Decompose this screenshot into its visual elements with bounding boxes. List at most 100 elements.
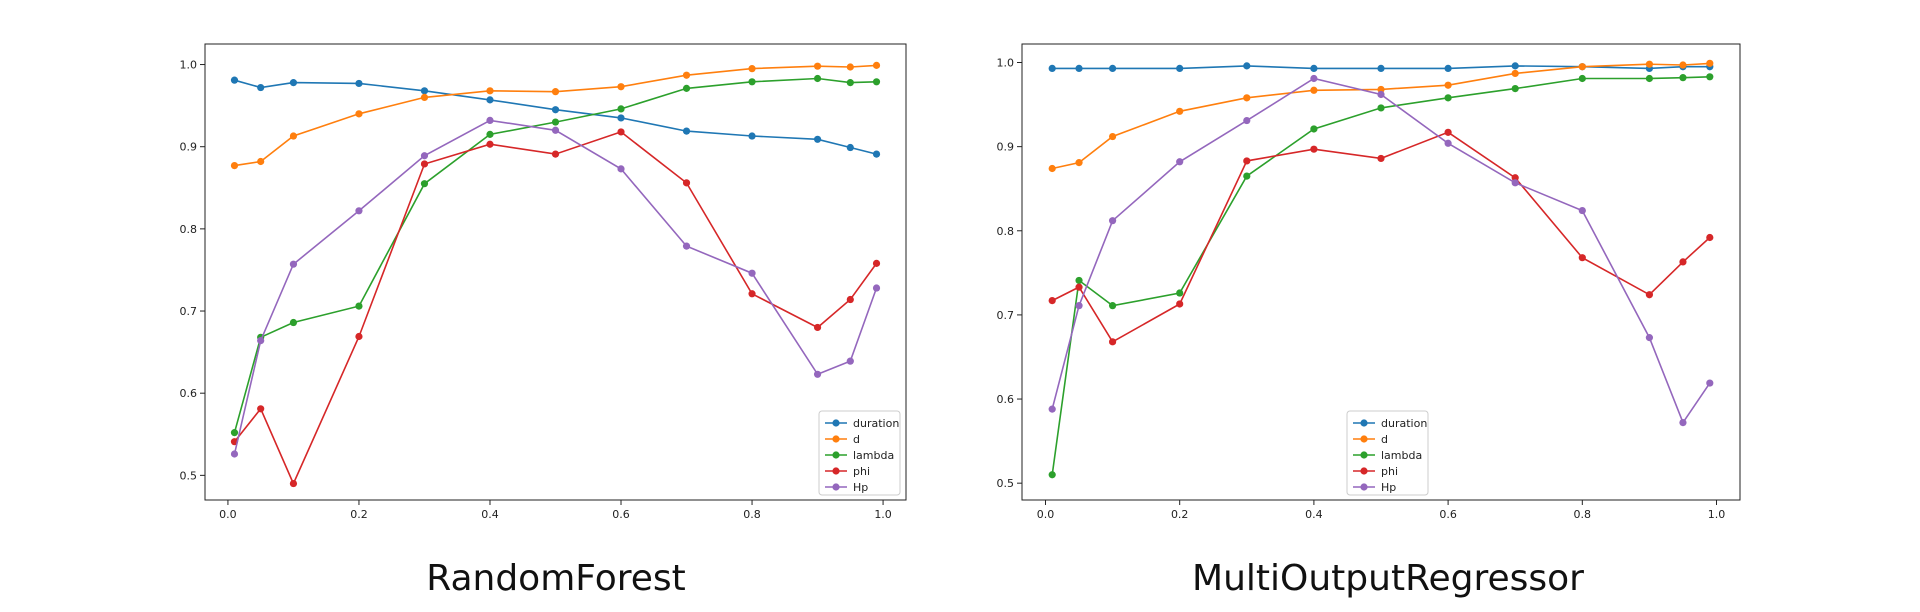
- legend-marker-d: [832, 435, 840, 443]
- x-tick-label: 1.0: [874, 508, 892, 521]
- data-point-Hp: [813, 370, 822, 378]
- legend-label-lambda: lambda: [853, 449, 894, 462]
- data-point-phi: [617, 128, 625, 136]
- data-point-phi: [1511, 174, 1519, 182]
- data-point-Hp: [230, 450, 239, 458]
- data-point-lambda: [617, 105, 625, 113]
- data-point-phi: [872, 259, 881, 267]
- legend-marker-duration: [1360, 419, 1368, 427]
- data-point-phi: [1645, 291, 1654, 299]
- data-point-d: [1108, 132, 1117, 141]
- data-point-phi: [1243, 157, 1251, 165]
- data-point-phi: [1444, 128, 1452, 136]
- data-point-lambda: [420, 180, 429, 188]
- data-point-d: [355, 110, 363, 118]
- data-point-phi: [1310, 145, 1318, 153]
- data-point-d: [748, 65, 756, 73]
- data-point-d: [1176, 107, 1184, 115]
- data-point-phi: [748, 290, 756, 298]
- data-point-duration: [813, 135, 822, 143]
- data-point-d: [1679, 61, 1687, 69]
- data-point-duration: [846, 143, 854, 152]
- data-point-d: [230, 162, 239, 170]
- data-point-Hp: [486, 116, 494, 125]
- data-point-Hp: [1444, 139, 1452, 147]
- data-point-duration: [1511, 62, 1519, 70]
- legend-label-Hp: Hp: [1381, 481, 1396, 494]
- data-point-lambda: [1578, 74, 1586, 83]
- data-point-lambda: [230, 429, 239, 437]
- y-tick-label: 0.8: [180, 223, 198, 236]
- data-point-d: [1048, 164, 1056, 173]
- x-tick-label: 0.8: [1574, 508, 1592, 521]
- data-point-lambda: [486, 130, 494, 138]
- data-point-Hp: [289, 260, 298, 268]
- legend-box: [818, 410, 901, 496]
- data-point-lambda: [1679, 74, 1687, 82]
- y-tick-label: 0.7: [180, 305, 198, 318]
- legend-box: [1346, 410, 1429, 496]
- x-tick-label: 0.2: [350, 508, 368, 521]
- data-point-lambda: [1310, 125, 1318, 133]
- x-tick-label: 0.2: [1171, 508, 1189, 521]
- legend-label-duration: duration: [1381, 417, 1427, 430]
- data-point-phi: [1075, 283, 1083, 291]
- data-point-Hp: [257, 337, 265, 345]
- data-point-d: [1243, 94, 1251, 102]
- data-point-d: [551, 88, 560, 96]
- data-point-phi: [1377, 154, 1385, 163]
- data-point-d: [813, 62, 822, 70]
- x-tick-label: 0.6: [612, 508, 630, 521]
- data-point-d: [872, 61, 881, 69]
- data-point-Hp: [1578, 206, 1586, 215]
- legend-label-phi: phi: [1381, 465, 1398, 478]
- data-point-phi: [420, 160, 429, 168]
- legend-label-Hp: Hp: [853, 481, 868, 494]
- data-point-d: [420, 93, 429, 102]
- data-point-d: [486, 87, 494, 95]
- data-point-phi: [1108, 338, 1117, 346]
- data-point-duration: [230, 76, 239, 84]
- data-point-duration: [1243, 62, 1251, 70]
- legend-marker-phi: [832, 467, 840, 475]
- data-point-Hp: [1176, 158, 1184, 166]
- data-point-phi: [1706, 233, 1714, 242]
- data-point-phi: [257, 405, 265, 413]
- data-point-duration: [1377, 64, 1385, 72]
- data-point-lambda: [1444, 94, 1452, 102]
- legend-label-d: d: [853, 433, 860, 446]
- x-tick-label: 0.4: [481, 508, 499, 521]
- legend: duration d lambda phi Hp: [818, 410, 901, 496]
- data-point-lambda: [846, 79, 854, 87]
- data-point-Hp: [1310, 74, 1318, 83]
- legend-label-d: d: [1381, 433, 1388, 446]
- y-tick-label: 0.5: [997, 477, 1015, 490]
- data-point-lambda: [1511, 84, 1519, 93]
- data-point-Hp: [682, 242, 691, 250]
- data-point-Hp: [617, 165, 625, 173]
- data-point-d: [257, 157, 265, 166]
- data-point-duration: [1048, 64, 1056, 72]
- data-point-duration: [1075, 64, 1083, 72]
- y-tick-label: 0.6: [997, 393, 1015, 406]
- data-point-phi: [355, 332, 363, 341]
- data-point-duration: [1108, 64, 1117, 72]
- data-point-lambda: [1176, 289, 1184, 297]
- data-point-Hp: [1108, 217, 1117, 225]
- data-point-Hp: [1511, 179, 1519, 187]
- data-point-phi: [1578, 254, 1586, 262]
- data-point-phi: [551, 150, 560, 158]
- data-point-d: [1578, 63, 1586, 71]
- data-point-lambda: [1075, 276, 1083, 285]
- data-point-lambda: [748, 78, 756, 86]
- multioutputregressor-chart: 0.0 0.2 0.4 0.6 0.8 1.0 0.5 0.6 0.7 0.8 0.9 1.0 dura…: [997, 43, 1741, 521]
- data-point-phi: [1176, 300, 1184, 308]
- data-point-d: [682, 71, 691, 79]
- y-tick-label: 0.7: [997, 309, 1015, 322]
- data-point-lambda: [1108, 302, 1117, 310]
- data-point-d: [1444, 81, 1452, 89]
- legend-marker-Hp: [832, 483, 840, 491]
- data-point-lambda: [1048, 471, 1056, 479]
- data-point-lambda: [1243, 172, 1251, 180]
